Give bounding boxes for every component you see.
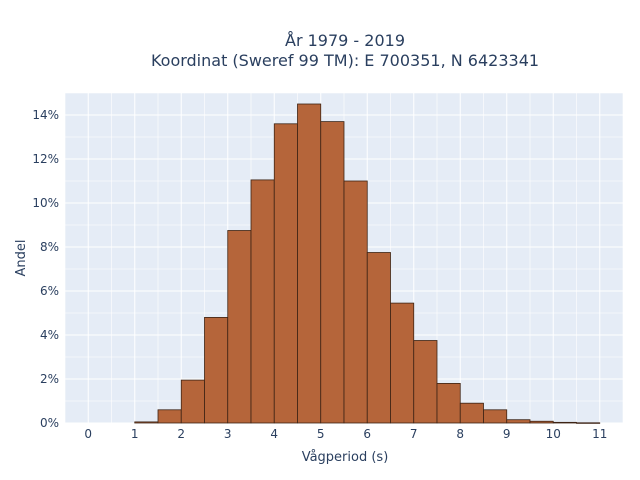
- x-tick-label: 9: [503, 427, 511, 441]
- histogram-bar: [273, 123, 298, 424]
- y-tick-label: 6%: [40, 284, 59, 298]
- y-axis-ticks: 0% 2% 4% 6% 8% 10% 12% 14%: [32, 108, 59, 430]
- histogram-bar: [436, 382, 461, 424]
- x-axis-ticks: 0 1 2 3 4 5 6 7 8 9 10 11: [84, 427, 607, 441]
- x-tick-label: 2: [177, 427, 185, 441]
- histogram-bar: [576, 422, 601, 424]
- histogram-bar: [227, 230, 252, 424]
- histogram-bar: [250, 179, 275, 424]
- x-axis-title: Vågperiod (s): [302, 450, 389, 465]
- x-tick-label: 3: [224, 427, 232, 441]
- y-tick-label: 10%: [32, 196, 59, 210]
- x-tick-label: 6: [363, 427, 371, 441]
- bars: [134, 103, 601, 424]
- x-tick-label: 11: [592, 427, 607, 441]
- x-tick-label: 8: [456, 427, 464, 441]
- histogram-bar: [459, 402, 484, 424]
- histogram-bar: [506, 419, 531, 424]
- histogram-bar: [204, 316, 229, 424]
- histogram-bar: [297, 103, 322, 424]
- histogram-bar: [180, 379, 205, 424]
- histogram-bar: [366, 252, 391, 424]
- x-tick-label: 5: [317, 427, 325, 441]
- x-tick-label: 7: [410, 427, 418, 441]
- histogram-bar: [134, 421, 159, 424]
- histogram-bar: [390, 302, 415, 424]
- histogram-bar: [483, 409, 508, 424]
- chart-subtitle: Koordinat (Sweref 99 TM): E 700351, N 64…: [151, 51, 539, 70]
- x-tick-label: 4: [270, 427, 278, 441]
- histogram-bar: [552, 421, 577, 424]
- histogram-bar: [413, 340, 438, 424]
- histogram-bar: [529, 420, 554, 424]
- y-tick-label: 2%: [40, 372, 59, 386]
- x-tick-label: 0: [84, 427, 92, 441]
- y-axis-title: Andel: [14, 240, 29, 277]
- chart-title: År 1979 - 2019: [285, 31, 405, 50]
- histogram-bar: [157, 409, 182, 424]
- x-tick-label: 10: [546, 427, 561, 441]
- y-tick-label: 0%: [40, 416, 59, 430]
- histogram-bar: [320, 121, 345, 424]
- y-tick-label: 12%: [32, 152, 59, 166]
- y-tick-label: 8%: [40, 240, 59, 254]
- y-tick-label: 4%: [40, 328, 59, 342]
- x-tick-label: 1: [131, 427, 139, 441]
- y-tick-label: 14%: [32, 108, 59, 122]
- histogram-bar: [343, 180, 368, 424]
